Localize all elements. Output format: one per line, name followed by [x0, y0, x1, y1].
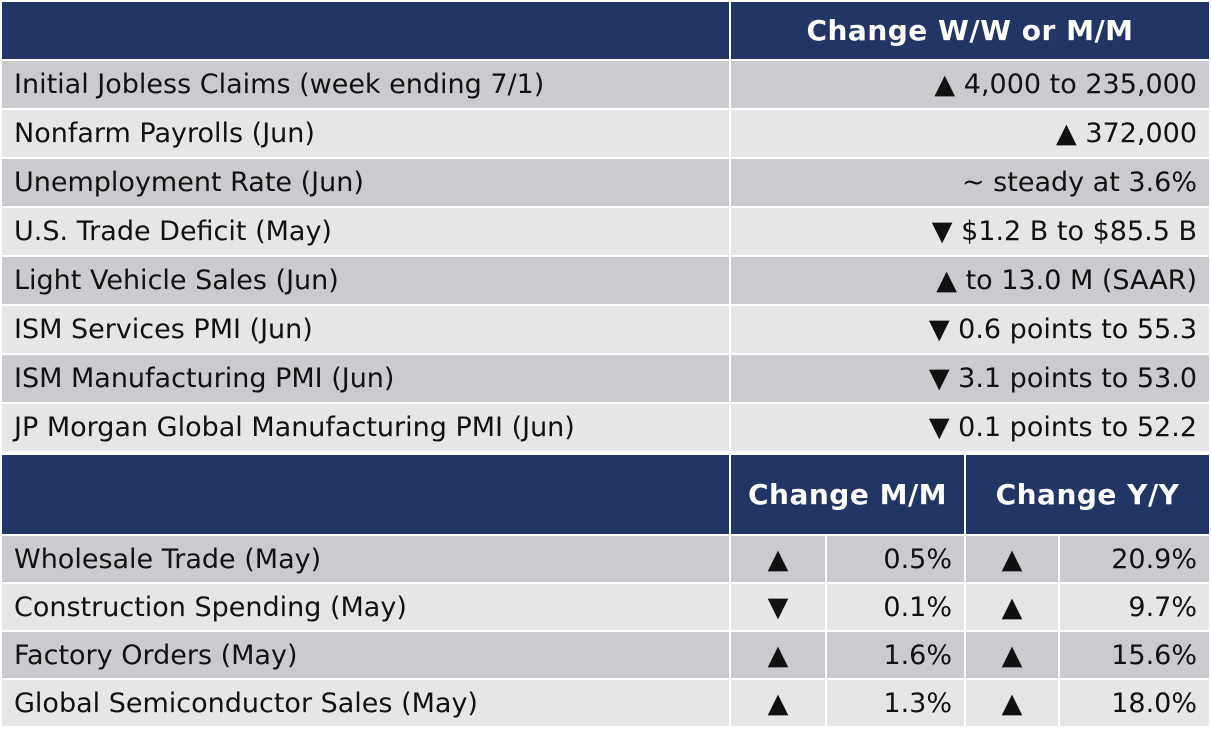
yy-value: 9.7%: [1058, 582, 1211, 632]
table-row: Light Vehicle Sales (Jun) ▲ to 13.0 M (S…: [0, 255, 1211, 306]
mm-value: 1.3%: [824, 678, 967, 728]
indicator-value: ▼ 0.6 points to 55.3: [729, 304, 1211, 355]
indicator-label: Construction Spending (May): [0, 582, 731, 632]
indicator-value: ▲ 372,000: [729, 108, 1211, 159]
table-header-row: Change W/W or M/M: [0, 0, 1211, 61]
mm-arrow-icon: ▲: [729, 630, 827, 680]
table-row: Factory Orders (May) ▲ 1.6% ▲ 15.6%: [0, 630, 1211, 680]
yy-value: 20.9%: [1058, 534, 1211, 584]
yy-value: 18.0%: [1058, 678, 1211, 728]
indicator-label: JP Morgan Global Manufacturing PMI (Jun): [0, 402, 731, 453]
monthly-yearly-indicators-table: Change M/M Change Y/Y Wholesale Trade (M…: [0, 453, 1211, 728]
indicator-value: ▲ to 13.0 M (SAAR): [729, 255, 1211, 306]
mm-value: 0.1%: [824, 582, 967, 632]
indicator-value: ▼ 3.1 points to 53.0: [729, 353, 1211, 404]
indicator-label: Nonfarm Payrolls (Jun): [0, 108, 731, 159]
yy-arrow-icon: ▲: [964, 534, 1061, 584]
mm-arrow-icon: ▼: [729, 582, 827, 632]
indicator-label: ISM Services PMI (Jun): [0, 304, 731, 355]
mm-arrow-icon: ▲: [729, 678, 827, 728]
indicator-label: U.S. Trade Deficit (May): [0, 206, 731, 257]
indicator-value: ~ steady at 3.6%: [729, 157, 1211, 208]
table-header-row: Change M/M Change Y/Y: [0, 453, 1211, 536]
mm-value: 1.6%: [824, 630, 967, 680]
yy-arrow-icon: ▲: [964, 630, 1061, 680]
table-row: Nonfarm Payrolls (Jun) ▲ 372,000: [0, 108, 1211, 159]
indicator-label: Factory Orders (May): [0, 630, 731, 680]
table-row: U.S. Trade Deficit (May) ▼ $1.2 B to $85…: [0, 206, 1211, 257]
indicator-label: Wholesale Trade (May): [0, 534, 731, 584]
table-row: Unemployment Rate (Jun) ~ steady at 3.6%: [0, 157, 1211, 208]
header-blank-cell: [0, 0, 731, 61]
indicator-label: Initial Jobless Claims (week ending 7/1): [0, 59, 731, 110]
table-row: JP Morgan Global Manufacturing PMI (Jun)…: [0, 402, 1211, 453]
indicator-label: ISM Manufacturing PMI (Jun): [0, 353, 731, 404]
mm-arrow-icon: ▲: [729, 534, 827, 584]
header-blank-cell: [0, 453, 731, 536]
weekly-monthly-indicators-table: Change W/W or M/M Initial Jobless Claims…: [0, 0, 1211, 453]
indicator-label: Unemployment Rate (Jun): [0, 157, 731, 208]
indicator-value: ▲ 4,000 to 235,000: [729, 59, 1211, 110]
table-row: Global Semiconductor Sales (May) ▲ 1.3% …: [0, 678, 1211, 728]
yy-value: 15.6%: [1058, 630, 1211, 680]
yy-arrow-icon: ▲: [964, 678, 1061, 728]
indicator-value: ▼ $1.2 B to $85.5 B: [729, 206, 1211, 257]
yy-arrow-icon: ▲: [964, 582, 1061, 632]
table-row: Initial Jobless Claims (week ending 7/1)…: [0, 59, 1211, 110]
header-change-ww-mm: Change W/W or M/M: [729, 0, 1211, 61]
indicator-label: Global Semiconductor Sales (May): [0, 678, 731, 728]
table-row: ISM Manufacturing PMI (Jun) ▼ 3.1 points…: [0, 353, 1211, 404]
table-row: ISM Services PMI (Jun) ▼ 0.6 points to 5…: [0, 304, 1211, 355]
table-row: Wholesale Trade (May) ▲ 0.5% ▲ 20.9%: [0, 534, 1211, 584]
header-change-mm: Change M/M: [728, 453, 967, 536]
table-row: Construction Spending (May) ▼ 0.1% ▲ 9.7…: [0, 582, 1211, 632]
mm-value: 0.5%: [824, 534, 967, 584]
indicator-label: Light Vehicle Sales (Jun): [0, 255, 731, 306]
header-change-yy: Change Y/Y: [964, 453, 1211, 536]
indicator-value: ▼ 0.1 points to 52.2: [729, 402, 1211, 453]
